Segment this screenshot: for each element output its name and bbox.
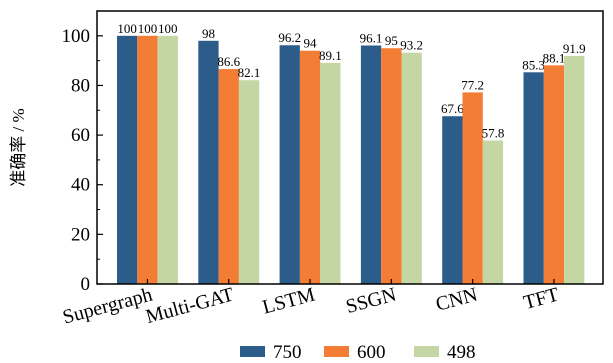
data-label: 82.1 xyxy=(238,65,261,80)
bar xyxy=(523,72,544,285)
data-label: 100 xyxy=(138,21,158,36)
bar xyxy=(360,45,382,285)
bar xyxy=(381,48,402,285)
data-label: 88.1 xyxy=(543,50,566,65)
bar xyxy=(320,62,341,285)
data-label: 77.2 xyxy=(461,77,484,92)
data-label: 98 xyxy=(202,26,215,41)
bar xyxy=(543,65,565,284)
legend-swatch xyxy=(414,346,439,357)
data-label: 93.2 xyxy=(400,38,423,53)
data-label: 89.1 xyxy=(319,48,342,63)
bar xyxy=(482,140,504,284)
data-label: 96.2 xyxy=(278,30,301,45)
legend-label: 600 xyxy=(357,342,386,363)
x-tick-label: CNN xyxy=(433,284,479,316)
bar xyxy=(401,52,422,284)
data-label: 100 xyxy=(117,21,137,36)
bar xyxy=(238,80,260,284)
x-tick-label: LSTM xyxy=(260,284,317,319)
data-label: 86.6 xyxy=(217,54,240,69)
legend-swatch xyxy=(240,346,265,357)
data-label: 95 xyxy=(385,33,398,48)
y-tick-label: 0 xyxy=(81,274,91,295)
x-tick-label: Supergraph xyxy=(60,284,154,329)
legend-label: 750 xyxy=(273,342,302,363)
y-tick-label: 80 xyxy=(71,75,90,96)
data-label: 91.9 xyxy=(563,41,586,56)
bar xyxy=(218,69,239,284)
bar xyxy=(279,45,300,285)
bar xyxy=(137,35,158,285)
plot-frame xyxy=(96,10,604,285)
data-label: 67.6 xyxy=(441,101,464,116)
y-tick-label: 40 xyxy=(71,175,90,196)
data-label: 100 xyxy=(158,21,178,36)
x-tick-label: Multi-GAT xyxy=(143,284,236,329)
y-axis: 0 20 40 60 80 100 xyxy=(62,26,103,295)
legend-label: 498 xyxy=(447,342,476,363)
data-label: 85.3 xyxy=(522,57,545,72)
x-tick-label: TFT xyxy=(521,284,561,314)
bar xyxy=(299,50,321,284)
data-label: 96.1 xyxy=(360,30,383,45)
bar xyxy=(564,55,585,284)
bar xyxy=(117,35,138,285)
y-axis-label: 准确率 / % xyxy=(9,108,28,186)
bar xyxy=(462,92,483,285)
y-tick-label: 60 xyxy=(71,125,90,146)
y-tick-label: 100 xyxy=(62,26,91,47)
bar xyxy=(442,116,463,284)
x-tick-label: SSGN xyxy=(344,284,399,318)
legend-swatch xyxy=(324,346,349,357)
bar xyxy=(157,35,178,285)
data-label: 94 xyxy=(304,36,318,51)
bar xyxy=(198,40,219,285)
y-tick-label: 20 xyxy=(71,224,90,245)
data-label: 57.8 xyxy=(482,126,505,141)
legend: 750 600 498 xyxy=(240,342,476,363)
